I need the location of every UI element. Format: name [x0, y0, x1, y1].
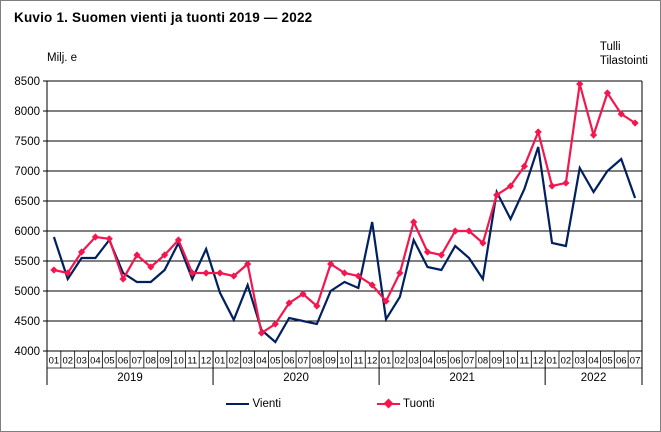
svg-text:11: 11 [519, 356, 529, 367]
svg-text:07: 07 [630, 356, 641, 367]
vienti-series-line [52, 146, 637, 344]
x-axis-month-grid [46, 351, 643, 385]
svg-text:8500: 8500 [14, 76, 40, 88]
figure-title: Kuvio 1. Suomen vienti ja tuonti 2019 — … [14, 10, 313, 25]
svg-text:2019: 2019 [117, 372, 143, 384]
svg-text:03: 03 [574, 356, 585, 367]
svg-text:07: 07 [132, 356, 143, 367]
svg-text:7000: 7000 [14, 166, 40, 178]
source-line-2: Tilastointi [599, 55, 648, 67]
svg-text:12: 12 [367, 356, 378, 367]
svg-text:02: 02 [62, 356, 73, 367]
svg-text:09: 09 [325, 356, 336, 367]
chart-legend: Vienti Tuonti [1, 398, 660, 410]
svg-text:2021: 2021 [449, 372, 475, 384]
legend-item-vienti: Vienti [226, 398, 281, 410]
svg-text:5500: 5500 [14, 256, 40, 268]
svg-text:2020: 2020 [283, 372, 309, 384]
svg-text:05: 05 [602, 356, 613, 367]
svg-text:2022: 2022 [581, 372, 607, 384]
svg-text:4500: 4500 [14, 316, 40, 328]
legend-label-vienti: Vienti [252, 398, 281, 410]
svg-text:01: 01 [381, 356, 392, 367]
svg-text:7500: 7500 [14, 136, 40, 148]
legend-item-tuonti: Tuonti [377, 398, 435, 410]
svg-text:04: 04 [90, 356, 101, 367]
svg-text:12: 12 [201, 356, 212, 367]
svg-text:06: 06 [450, 356, 461, 367]
svg-text:10: 10 [505, 356, 516, 367]
svg-text:03: 03 [242, 356, 253, 367]
y-gridlines [43, 80, 643, 352]
svg-text:02: 02 [395, 356, 406, 367]
svg-text:10: 10 [173, 356, 184, 367]
tuonti-series-markers [50, 80, 639, 337]
svg-text:08: 08 [478, 356, 489, 367]
svg-text:01: 01 [215, 356, 226, 367]
y-axis-tick-labels: 8500 8000 7500 7000 6500 6000 5500 5000 4500 4000 [14, 76, 40, 358]
svg-text:01: 01 [547, 356, 558, 367]
svg-text:01: 01 [49, 356, 60, 367]
svg-text:09: 09 [491, 356, 502, 367]
svg-text:5000: 5000 [14, 286, 40, 298]
svg-text:05: 05 [270, 356, 281, 367]
source-label: Tulli Tilastointi [600, 40, 648, 68]
svg-text:6500: 6500 [14, 196, 40, 208]
tuonti-diamond-marker-icon [383, 398, 394, 409]
svg-text:06: 06 [284, 356, 295, 367]
vienti-line-sample-icon [226, 403, 250, 405]
svg-text:04: 04 [256, 356, 267, 367]
tuonti-line-sample-icon [377, 398, 400, 409]
svg-text:09: 09 [159, 356, 170, 367]
svg-text:07: 07 [464, 356, 475, 367]
svg-text:08: 08 [312, 356, 323, 367]
svg-text:02: 02 [561, 356, 572, 367]
svg-text:6000: 6000 [14, 226, 40, 238]
svg-text:04: 04 [422, 356, 433, 367]
source-line-1: Tulli [599, 41, 621, 53]
svg-text:11: 11 [353, 356, 363, 367]
svg-text:05: 05 [436, 356, 447, 367]
svg-text:12: 12 [533, 356, 544, 367]
svg-text:11: 11 [187, 356, 197, 367]
svg-text:04: 04 [588, 356, 599, 367]
svg-text:03: 03 [408, 356, 419, 367]
y-axis-unit-label: Milj. e [47, 52, 78, 64]
svg-text:06: 06 [616, 356, 627, 367]
svg-text:07: 07 [298, 356, 309, 367]
svg-text:08: 08 [145, 356, 156, 367]
svg-text:8000: 8000 [14, 106, 40, 118]
svg-text:4000: 4000 [14, 346, 40, 358]
svg-text:05: 05 [104, 356, 115, 367]
x-axis-month-labels: 01 02 03 04 05 06 07 08 09 10 11 12 01 02 03 04 05 06 07 08… [49, 356, 641, 367]
legend-label-tuonti: Tuonti [403, 398, 435, 410]
svg-text:02: 02 [229, 356, 240, 367]
svg-text:06: 06 [118, 356, 129, 367]
svg-text:10: 10 [339, 356, 350, 367]
x-axis-year-labels: 2019 2020 2021 2022 [117, 372, 606, 384]
svg-text:03: 03 [76, 356, 87, 367]
